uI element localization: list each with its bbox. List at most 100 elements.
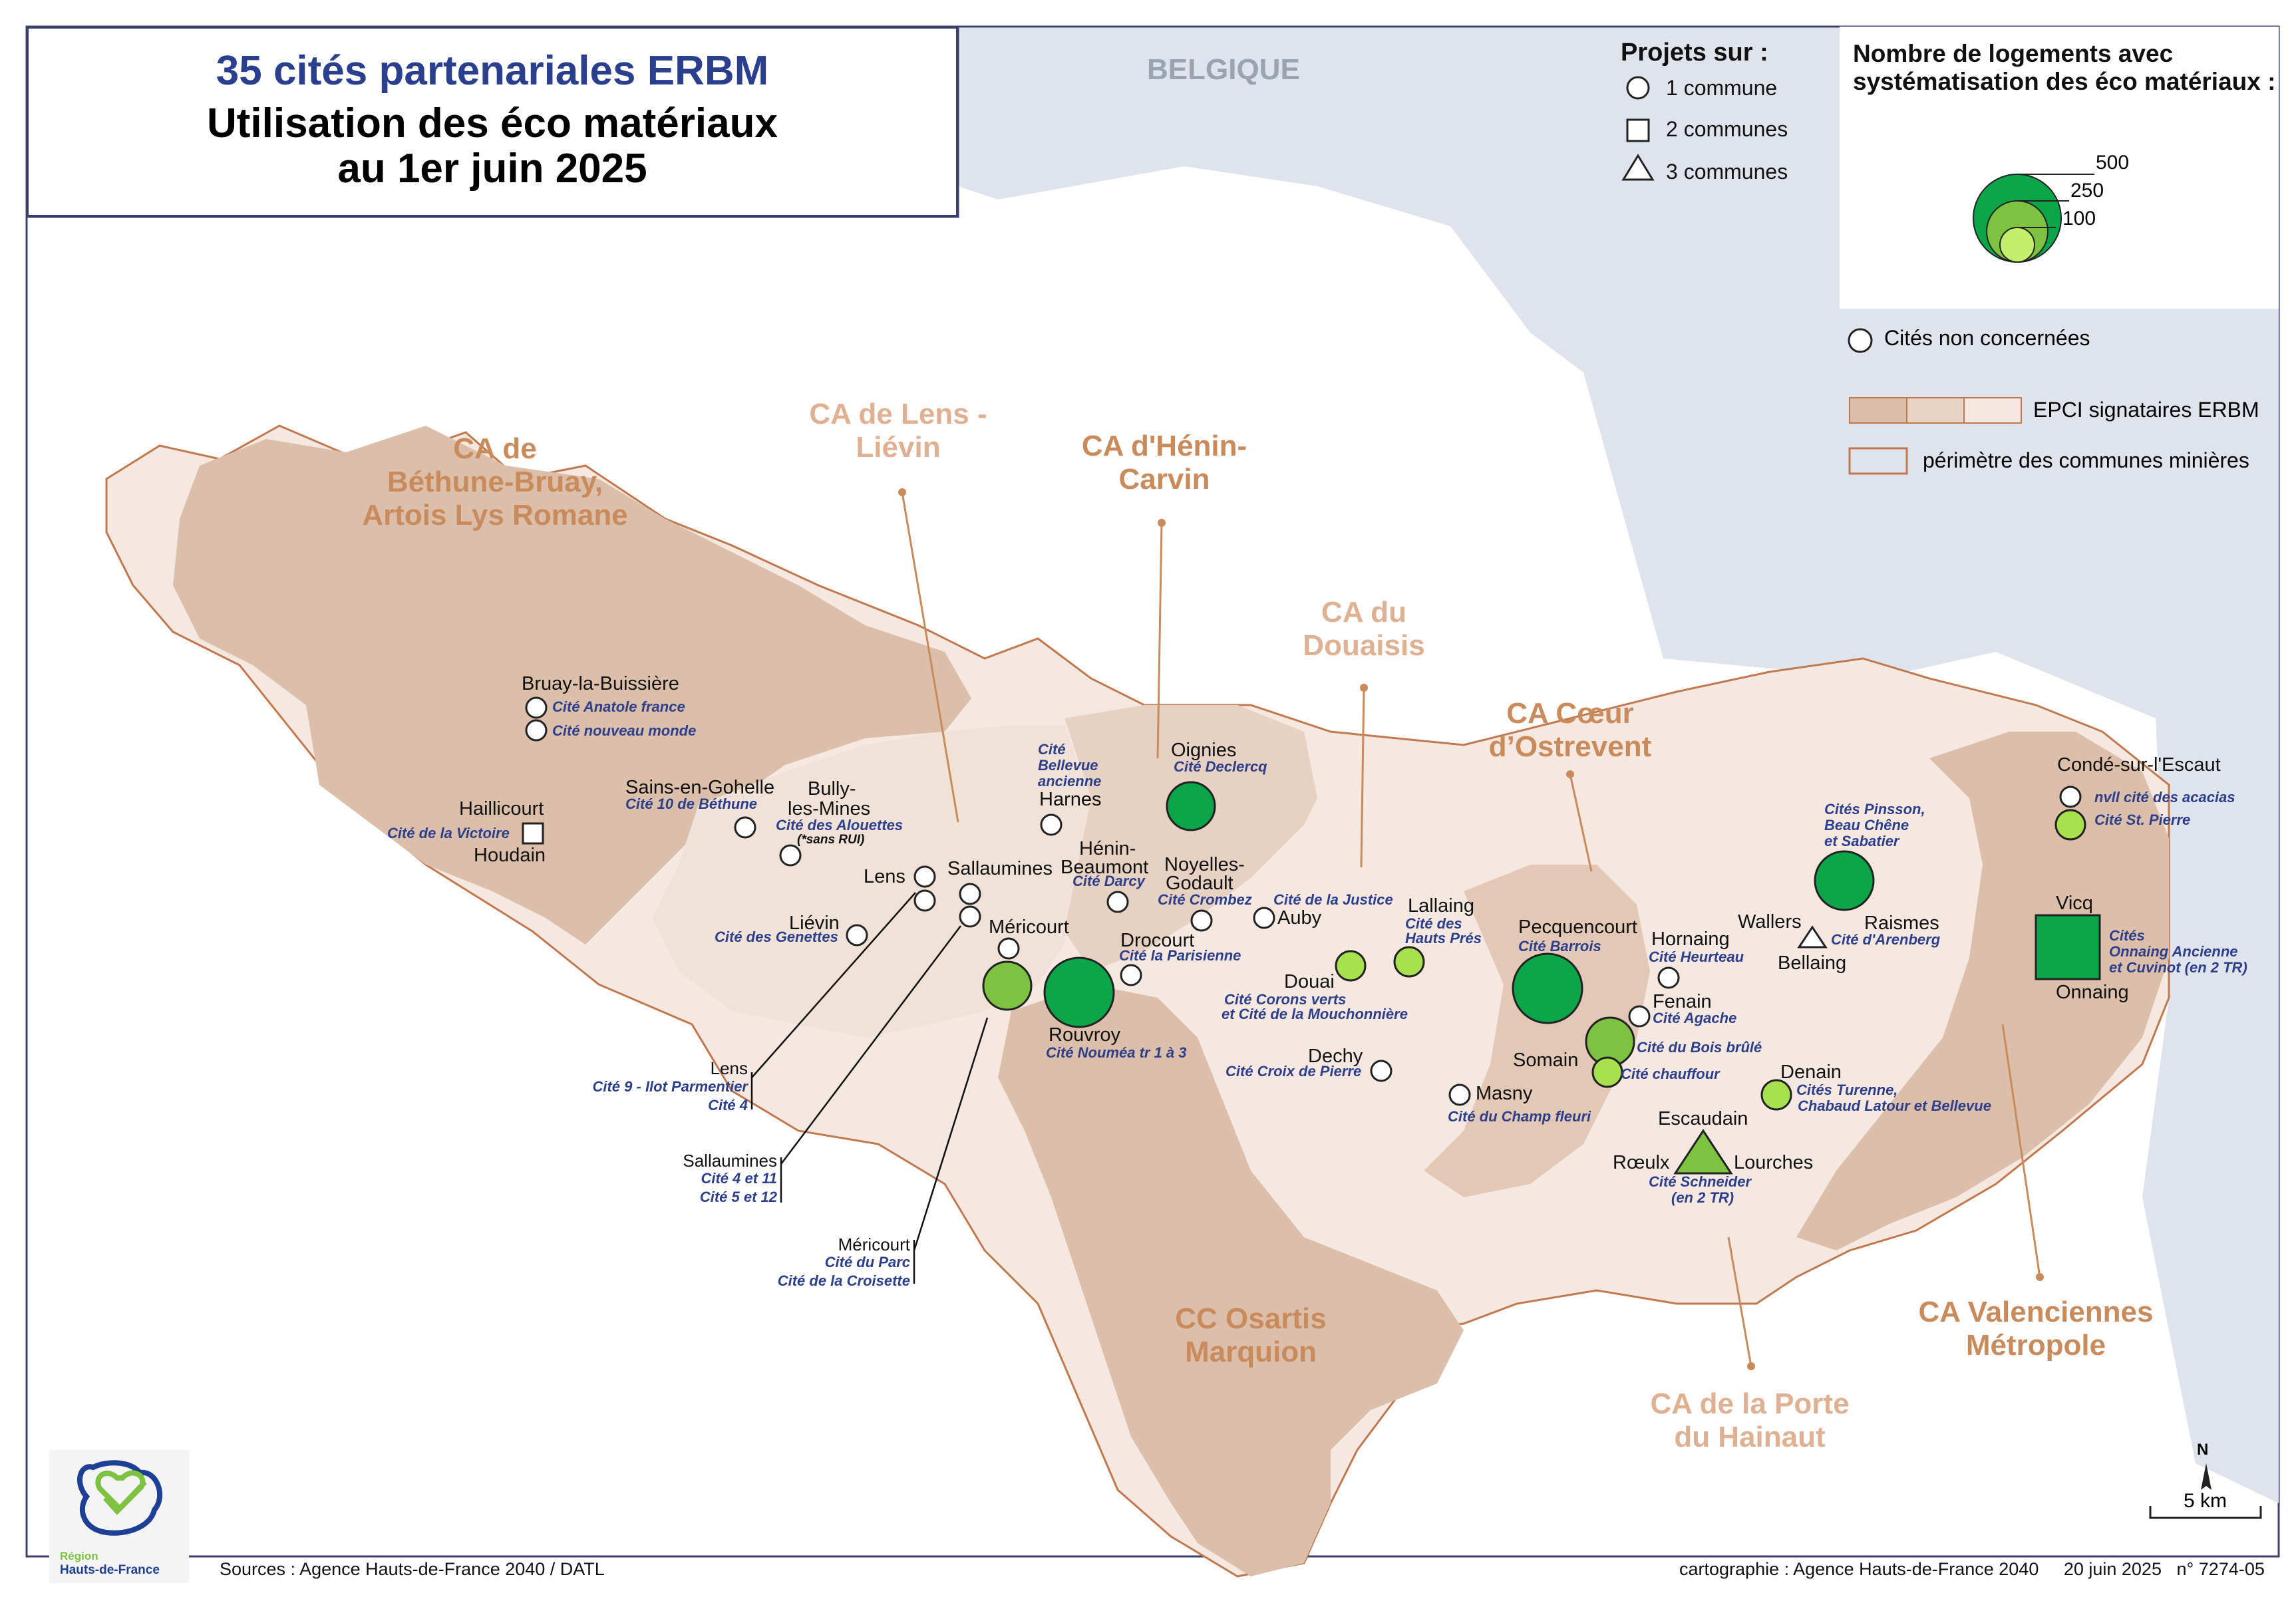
callout-lens-cites: Cité 9 - Ilot Parmentier Cité 4 xyxy=(572,1078,748,1115)
rouvroy-circle xyxy=(1043,956,1115,1028)
cite-bois-brule: Cité du Bois brûlé xyxy=(1637,1039,1762,1056)
cite-barrois: Cité Barrois xyxy=(1518,938,1601,954)
commune-bully-1: Bully- xyxy=(808,778,856,800)
callout-sallaumines-commune: Sallaumines xyxy=(683,1151,777,1171)
bruay-nouveau-monde-circle xyxy=(525,719,548,742)
commune-haillicourt: Haillicourt xyxy=(459,798,544,819)
lievin-circle xyxy=(846,924,868,946)
epci-label-osartis: CC Osartis Marquion xyxy=(1158,1302,1344,1369)
epci-label-lens-1: CA de Lens - xyxy=(809,398,987,430)
epci-label-valenciennes-1: CA Valenciennes xyxy=(1918,1296,2154,1328)
legend-projects-item-3: 3 communes xyxy=(1666,160,1788,184)
epci-label-porte-hainaut-1: CA de la Porte xyxy=(1650,1387,1850,1420)
epci-coeur-ostrevent xyxy=(1424,865,1650,1197)
symbols-non-concernees xyxy=(525,696,2082,1106)
epci-porte-hainaut xyxy=(1530,678,1983,1250)
cite-alouettes: Cité des Alouettes xyxy=(776,817,903,833)
commune-henin-2: Beaumont xyxy=(1061,857,1149,878)
cite-corons-verts-2: et Cité de la Mouchonnière xyxy=(1222,1006,1408,1022)
commune-douai: Douai xyxy=(1284,971,1335,992)
cite-acacias: nvll cité des acacias xyxy=(2094,789,2235,805)
epci-label-ostrevent-1: CA Cœur xyxy=(1506,697,1634,730)
cite-onnaing-2: Onnaing Ancienne xyxy=(2109,943,2238,960)
callout-lens: Lens xyxy=(665,1059,748,1078)
epci-valenciennes xyxy=(1796,732,2169,1250)
epci-label-lens-2: Liévin xyxy=(856,431,941,464)
oignies-circle xyxy=(1166,781,1216,831)
lens-circle-1 xyxy=(913,865,936,888)
cite-agache: Cité Agache xyxy=(1653,1010,1737,1026)
epci-label-osartis-2: Marquion xyxy=(1185,1336,1317,1368)
cite-turenne-1: Cités Turenne, xyxy=(1796,1082,1898,1098)
vicq-onnaing-square xyxy=(2035,914,2101,980)
legend-size-title-line-2: systématisation des éco matériaux : xyxy=(1853,68,2276,95)
harnes-circle xyxy=(1040,813,1063,836)
commune-raismes: Raismes xyxy=(1864,913,1939,934)
conde-st-pierre-circle xyxy=(2054,809,2086,841)
callout-mericourt-cite-2: Cité de la Croisette xyxy=(777,1272,910,1289)
commune-bully-2: les-Mines xyxy=(788,798,871,819)
cite-pinsson-3: et Sabatier xyxy=(1824,833,1899,849)
title-line-1: 35 cités partenariales ERBM xyxy=(216,48,769,94)
cite-declercq: Cité Declercq xyxy=(1174,758,1267,775)
legend-perimetre: périmètre des communes minières xyxy=(1923,448,2249,472)
somain-chauffour-circle xyxy=(1591,1056,1623,1088)
fenain-circle xyxy=(1628,1005,1651,1028)
bully-circle xyxy=(779,844,802,867)
cite-bellevue-1: Cité xyxy=(1038,741,1066,758)
cite-hauts-pres-2: Hauts Prés xyxy=(1405,930,1482,946)
masny-circle xyxy=(1448,1084,1471,1106)
belgium-area xyxy=(958,28,2279,1503)
commune-fenain: Fenain xyxy=(1653,991,1712,1012)
callout-lens-cite-2: Cité 4 xyxy=(708,1097,748,1113)
douai-circle xyxy=(1335,950,1367,982)
epci-label-henin-1: CA d'Hénin- xyxy=(1081,430,1247,462)
hornaing-circle xyxy=(1657,966,1680,989)
commune-masny: Masny xyxy=(1476,1083,1533,1104)
legend-circle-icon xyxy=(1626,76,1650,100)
logo-text-region: Région xyxy=(60,1550,98,1562)
legend-size-100: 100 xyxy=(2062,208,2096,229)
cite-champ-fleuri: Cité du Champ fleuri xyxy=(1448,1108,1591,1125)
commune-oignies: Oignies xyxy=(1171,740,1237,761)
commune-auby: Auby xyxy=(1277,907,1322,929)
bruay-anatole-circle xyxy=(525,696,548,719)
lens-arrow xyxy=(901,492,959,823)
commune-dechy: Dechy xyxy=(1308,1046,1363,1067)
epci-douaisis xyxy=(1184,798,1530,1184)
epci-label-porte-hainaut: CA de la Porte du Hainaut xyxy=(1637,1387,1863,1454)
cite-turenne-2: Chabaud Latour et Bellevue xyxy=(1798,1097,1991,1114)
legend-triangle-icon xyxy=(1621,154,1655,181)
legend-perimetre-swatch xyxy=(1848,447,1908,475)
cite-crombez: Cité Crombez xyxy=(1158,891,1252,908)
legend-projects-title: Projets sur : xyxy=(1621,39,1768,67)
commune-denain: Denain xyxy=(1780,1062,1842,1083)
raismes-circle xyxy=(1814,850,1875,911)
commune-sains: Sains-en-Gohelle xyxy=(625,777,775,798)
legend-size-250: 250 xyxy=(2070,180,2104,202)
epci-label-valenciennes: CA Valenciennes Métropole xyxy=(1903,1296,2169,1362)
legend-epci: EPCI signataires ERBM xyxy=(2033,398,2259,422)
commune-pecquencourt: Pecquencourt xyxy=(1518,917,1637,938)
henin-circle xyxy=(1106,891,1129,913)
legend-size-bg xyxy=(1840,27,2279,309)
commune-henin-1: Hénin- xyxy=(1079,838,1136,859)
cite-hauts-pres-1: Cité des xyxy=(1405,915,1462,932)
cite-heurteau: Cité Heurteau xyxy=(1649,948,1744,965)
commune-roeulx: Rœulx xyxy=(1613,1152,1670,1173)
callout-lines xyxy=(750,892,989,1284)
epci-label-douaisis-2: Douaisis xyxy=(1303,629,1425,662)
legend-size-title-line-1: Nombre de logements avec xyxy=(1853,40,2174,67)
title-line-3: au 1er juin 2025 xyxy=(337,146,647,192)
cite-schneider: Cité Schneider xyxy=(1649,1173,1752,1190)
epci-lens-lievin xyxy=(652,725,1091,1038)
commune-bellaing: Bellaing xyxy=(1778,952,1847,974)
legend-epci-swatch-3 xyxy=(1963,397,2022,424)
title-line-2: Utilisation des éco matériaux xyxy=(207,100,778,146)
cite-justice: Cité de la Justice xyxy=(1273,891,1393,908)
footer-credits: cartographie : Agence Hauts-de-France 20… xyxy=(1679,1559,2265,1579)
epci-label-henin-2: Carvin xyxy=(1118,463,1210,496)
lallaing-circle xyxy=(1393,946,1425,978)
cite-onnaing-1: Cités xyxy=(2109,927,2145,944)
